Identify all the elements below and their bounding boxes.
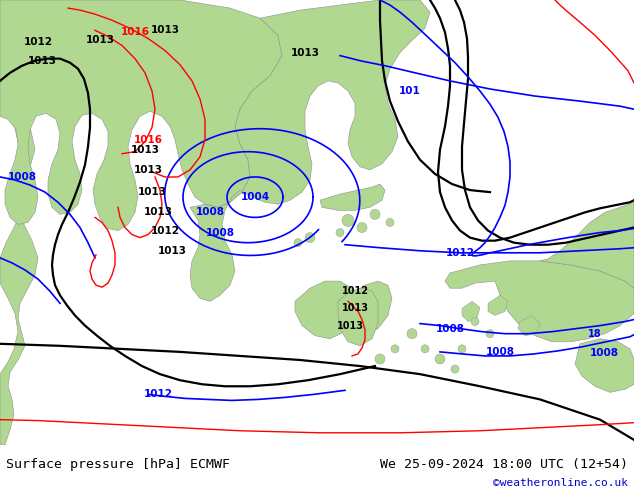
Polygon shape — [190, 0, 430, 301]
Polygon shape — [462, 301, 480, 321]
Polygon shape — [518, 316, 540, 336]
Text: 1012: 1012 — [150, 225, 179, 236]
Text: 1008: 1008 — [486, 347, 515, 357]
Text: 1012: 1012 — [143, 390, 172, 399]
Circle shape — [294, 239, 302, 247]
Text: 1013: 1013 — [86, 35, 115, 46]
Text: 1013: 1013 — [157, 246, 186, 256]
Circle shape — [486, 330, 494, 338]
Text: 1013: 1013 — [27, 56, 56, 66]
Circle shape — [375, 354, 385, 364]
Polygon shape — [0, 0, 282, 231]
Circle shape — [451, 365, 459, 373]
Text: 1013: 1013 — [134, 165, 162, 175]
Text: 1008: 1008 — [8, 172, 37, 182]
Text: 18: 18 — [588, 329, 602, 339]
Polygon shape — [488, 295, 508, 316]
Circle shape — [391, 345, 399, 353]
Polygon shape — [540, 202, 634, 288]
Text: 1012: 1012 — [342, 286, 368, 296]
Circle shape — [305, 233, 315, 243]
Circle shape — [407, 329, 417, 339]
Polygon shape — [338, 288, 378, 346]
Text: ©weatheronline.co.uk: ©weatheronline.co.uk — [493, 478, 628, 488]
Circle shape — [342, 214, 354, 226]
Text: 1013: 1013 — [342, 303, 368, 314]
Polygon shape — [320, 184, 385, 210]
Text: 1008: 1008 — [590, 348, 619, 358]
Polygon shape — [0, 15, 50, 445]
Text: 1013: 1013 — [138, 187, 167, 197]
Polygon shape — [575, 339, 634, 392]
Text: We 25-09-2024 18:00 UTC (12+54): We 25-09-2024 18:00 UTC (12+54) — [380, 458, 628, 470]
Polygon shape — [345, 281, 392, 334]
Text: 1004: 1004 — [240, 192, 269, 202]
Polygon shape — [295, 281, 358, 339]
Text: 1016: 1016 — [134, 135, 162, 145]
Polygon shape — [445, 261, 634, 342]
Circle shape — [435, 354, 445, 364]
Text: 1013: 1013 — [143, 207, 172, 218]
Text: 1013: 1013 — [290, 48, 320, 58]
Text: 1013: 1013 — [131, 145, 160, 155]
Text: 1008: 1008 — [195, 207, 224, 218]
Text: 1008: 1008 — [436, 323, 465, 334]
Text: 1016: 1016 — [120, 27, 150, 37]
Text: 1013: 1013 — [337, 320, 363, 331]
Text: Surface pressure [hPa] ECMWF: Surface pressure [hPa] ECMWF — [6, 458, 230, 470]
Text: 1013: 1013 — [150, 25, 179, 35]
Text: 1012: 1012 — [23, 37, 53, 48]
Circle shape — [336, 228, 344, 237]
Circle shape — [458, 345, 466, 353]
Circle shape — [386, 219, 394, 226]
Text: 101: 101 — [399, 86, 421, 96]
Text: 1012: 1012 — [446, 248, 474, 258]
Circle shape — [370, 209, 380, 220]
Circle shape — [357, 222, 367, 233]
Circle shape — [421, 345, 429, 353]
Text: 1008: 1008 — [205, 227, 235, 238]
Circle shape — [471, 318, 479, 325]
